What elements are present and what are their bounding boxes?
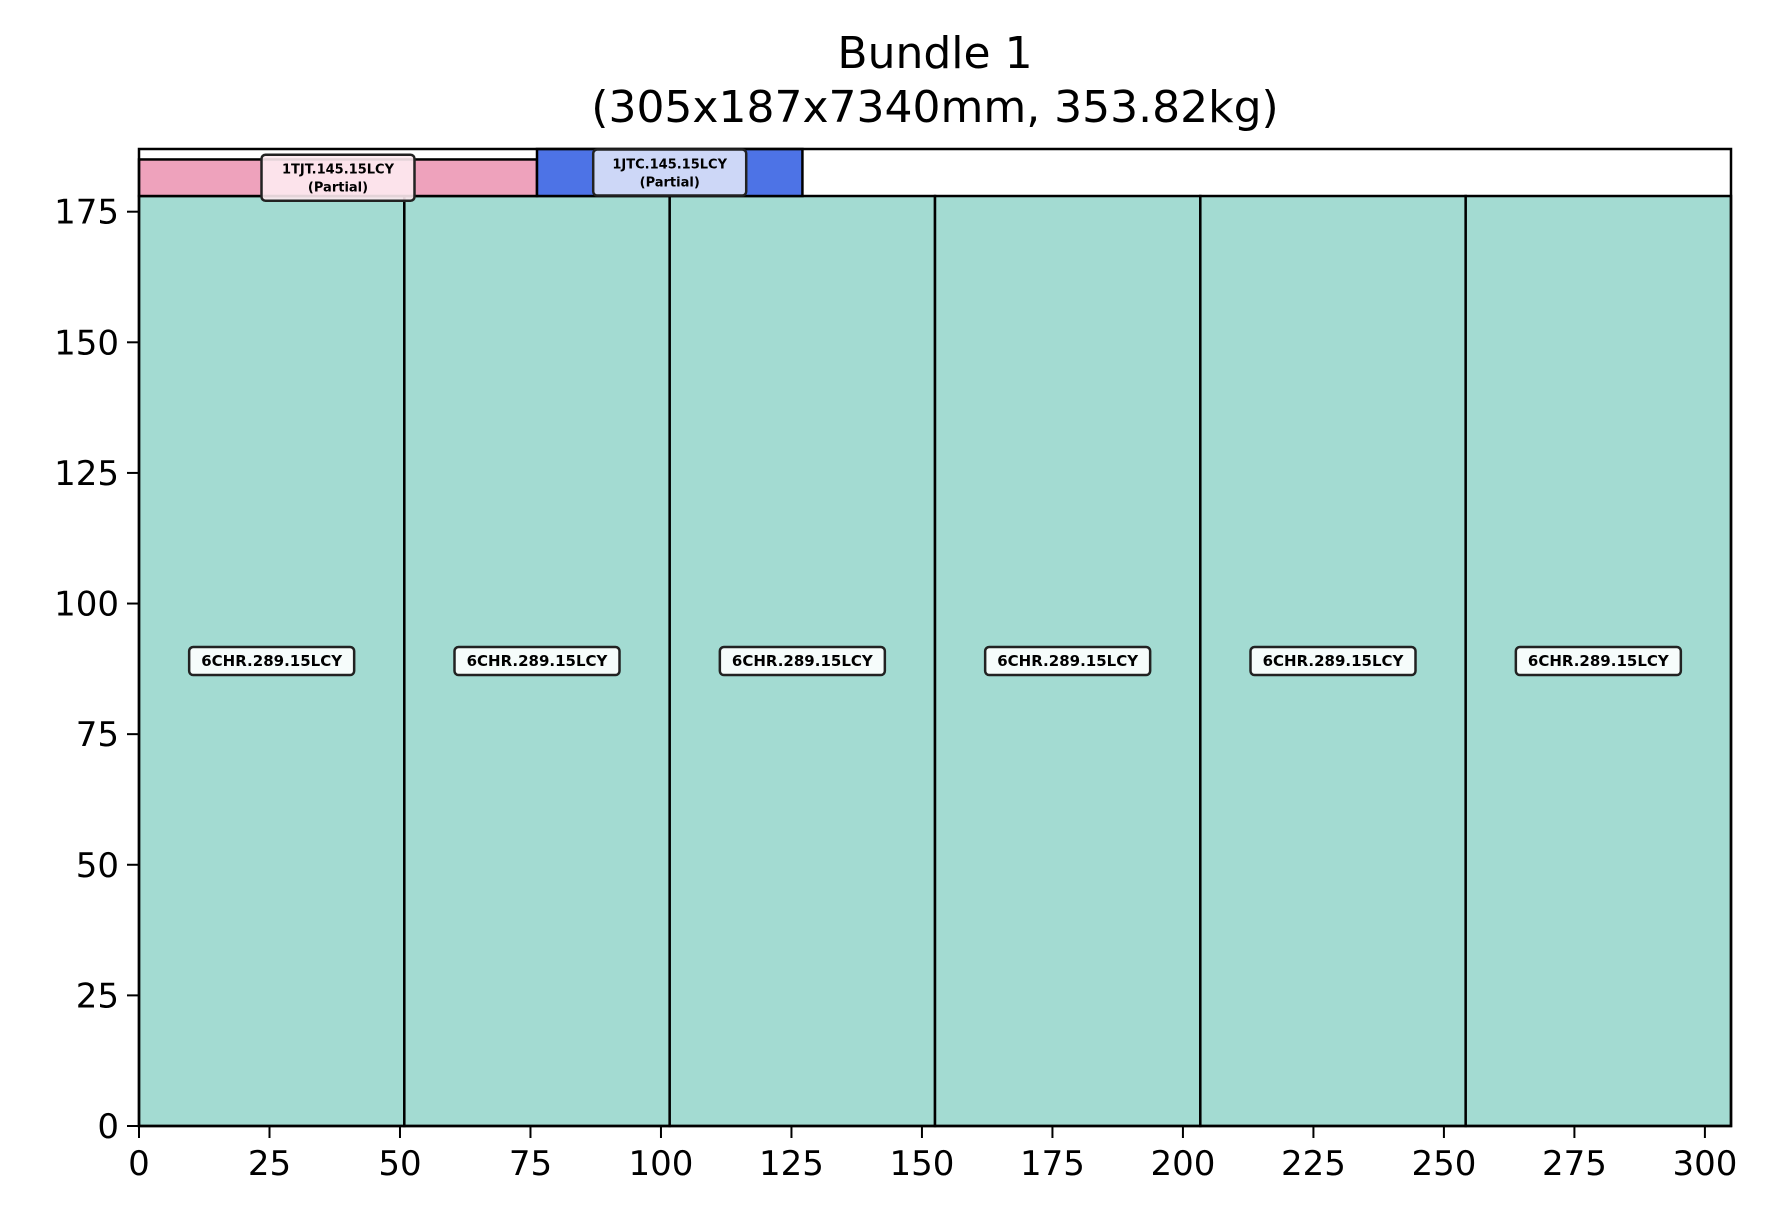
y-tick-label-5: 125 [54,454,119,494]
x-tick-label-9: 225 [1281,1144,1346,1184]
y-tick-label-3: 75 [76,715,119,755]
y-tick-label-1: 25 [76,976,119,1016]
bundle-items [137,147,1733,1128]
plot-frame [137,147,1733,1128]
item-label-6: 6CHR.289.15LCY [1528,652,1670,670]
item-label-5: 6CHR.289.15LCY [1263,652,1405,670]
y-tick-label-2: 50 [76,846,119,886]
x-axis: 0 25 50 75 100 125 150 175 200 225 250 275 300 [128,1126,1737,1184]
y-tick-label-7: 175 [54,193,119,233]
x-tick-label-3: 75 [509,1144,552,1184]
item-sublabel-7: (Partial) [308,181,368,196]
y-axis: 0 25 50 75 100 125 150 175 [54,193,139,1147]
item-label-3: 6CHR.289.15LCY [732,652,874,670]
x-tick-label-1: 25 [248,1144,291,1184]
x-tick-label-12: 300 [1672,1144,1737,1184]
item-label-box-3 [718,645,887,677]
item-label-8: 1JTC.145.15LCY [612,158,727,173]
x-tick-label-0: 0 [128,1144,150,1184]
chart-title: Bundle 1 [837,28,1032,79]
item-label-box-4 [983,645,1152,677]
x-tick-label-7: 175 [1020,1144,1085,1184]
x-tick-label-10: 250 [1411,1144,1476,1184]
item-label-box-1 [187,645,356,677]
item-label-box-7 [260,153,416,202]
item-label-2: 6CHR.289.15LCY [467,652,609,670]
item-label-1: 6CHR.289.15LCY [201,652,343,670]
x-tick-label-6: 150 [889,1144,954,1184]
x-tick-label-2: 50 [378,1144,421,1184]
x-tick-label-4: 100 [629,1144,694,1184]
item-labels: 6CHR.289.15LCY 6CHR.289.15LCY 6CHR.289.15L… [187,148,1683,677]
item-label-box-5 [1249,645,1417,677]
item-label-box-8 [591,148,748,197]
item-label-4: 6CHR.289.15LCY [997,652,1139,670]
item-label-box-2 [453,645,621,677]
item-label-7: 1TJT.145.15LCY [282,163,395,178]
item-label-box-6 [1514,645,1683,677]
x-tick-label-5: 125 [759,1144,824,1184]
chart-subtitle: (305x187x7340mm, 353.82kg) [591,82,1278,133]
y-tick-label-6: 150 [54,323,119,363]
y-tick-label-0: 0 [97,1107,119,1147]
x-tick-label-11: 275 [1542,1144,1607,1184]
y-tick-label-4: 100 [54,585,119,625]
item-sublabel-8: (Partial) [640,176,700,191]
x-tick-label-8: 200 [1150,1144,1215,1184]
